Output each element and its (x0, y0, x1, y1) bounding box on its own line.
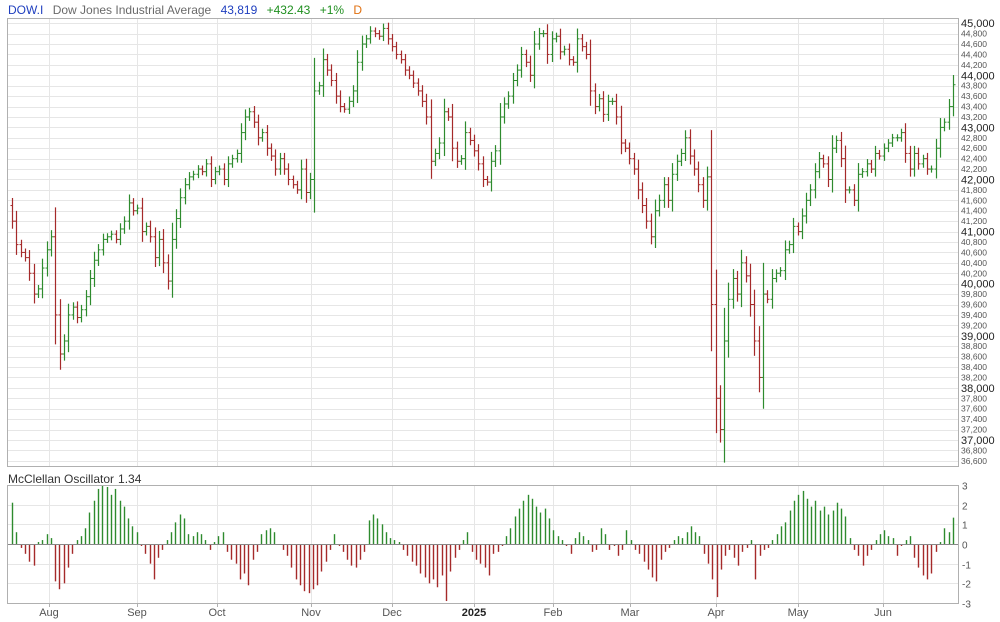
price-tick-label: 43,400 (961, 102, 987, 112)
oscillator-tick-label: -3 (962, 600, 971, 611)
price-tick-label: 38,000 (961, 383, 995, 395)
oscillator-name: McClellan Oscillator (8, 472, 115, 486)
price-tick-label: 40,200 (961, 268, 987, 278)
price-tick-label: 45,000 (961, 18, 995, 30)
price-tick-label: 38,800 (961, 341, 987, 351)
price-tick-label: 42,600 (961, 143, 987, 153)
price-tick-label: 37,400 (961, 414, 987, 424)
price-tick-label: 39,600 (961, 300, 987, 310)
time-tick-label: Oct (208, 607, 225, 619)
price-tick-label: 44,600 (961, 39, 987, 49)
time-tick-label: Nov (301, 607, 321, 619)
price-tick-label: 41,000 (961, 227, 995, 239)
price-tick-label: 44,000 (961, 70, 995, 82)
price-tick-label: 36,800 (961, 445, 987, 455)
price-tick-label: 38,200 (961, 372, 987, 382)
oscillator-tick-label: 2 (962, 502, 968, 513)
time-tick-label: Aug (39, 607, 59, 619)
oscillator-title: McClellan Oscillator 1.34 (8, 472, 145, 486)
price-tick-label: 42,000 (961, 174, 995, 186)
price-tick-label: 41,200 (961, 216, 987, 226)
time-tick-label: Feb (544, 607, 563, 619)
oscillator-tick-label: 0 (962, 541, 968, 552)
price-tick-label: 39,800 (961, 289, 987, 299)
oscillator-tick-label: -2 (962, 580, 971, 591)
price-tick-label: 42,200 (961, 164, 987, 174)
last-price: 43,819 (220, 3, 258, 17)
price-tick-label: 40,000 (961, 279, 995, 291)
time-tick-label: Dec (382, 607, 402, 619)
price-tick-label: 38,400 (961, 362, 987, 372)
symbol-label[interactable]: DOW.I (8, 3, 44, 17)
oscillator-tick-label: -1 (962, 561, 971, 572)
price-tick-label: 37,000 (961, 435, 995, 447)
price-tick-label: 40,400 (961, 258, 987, 268)
price-tick-label: 43,000 (961, 122, 995, 134)
price-tick-label: 40,800 (961, 237, 987, 247)
index-name: Dow Jones Industrial Average (52, 3, 212, 17)
oscillator-tick-label: 1 (962, 521, 968, 532)
price-tick-label: 44,800 (961, 29, 987, 39)
price-tick-label: 44,400 (961, 49, 987, 59)
price-tick-label: 39,000 (961, 331, 995, 343)
price-tick-label: 43,200 (961, 112, 987, 122)
oscillator-value: 1.34 (118, 472, 142, 486)
price-tick-label: 40,600 (961, 247, 987, 257)
time-tick-label: 2025 (462, 607, 486, 619)
price-tick-label: 41,400 (961, 206, 987, 216)
price-tick-label: 41,600 (961, 195, 987, 205)
time-tick-label: Mar (621, 607, 640, 619)
price-tick-label: 42,400 (961, 154, 987, 164)
price-tick-label: 39,400 (961, 310, 987, 320)
price-tick-label: 41,800 (961, 185, 987, 195)
price-tick-label: 37,800 (961, 393, 987, 403)
time-tick-label: Sep (127, 607, 147, 619)
price-tick-label: 43,600 (961, 91, 987, 101)
price-tick-label: 36,600 (961, 456, 987, 466)
price-tick-label: 42,800 (961, 133, 987, 143)
oscillator-tick-label: 3 (962, 482, 968, 493)
price-tick-label: 44,200 (961, 60, 987, 70)
price-tick-label: 37,200 (961, 425, 987, 435)
time-tick-label: Jun (874, 607, 892, 619)
oscillator-panel-border (7, 485, 959, 604)
price-tick-label: 39,200 (961, 320, 987, 330)
price-tick-label: 38,600 (961, 352, 987, 362)
price-tick-label: 37,600 (961, 404, 987, 414)
chart-header: DOW.I Dow Jones Industrial Average 43,81… (8, 3, 368, 17)
time-tick-label: May (788, 607, 809, 619)
price-panel-border (7, 18, 959, 467)
percent-change: +1% (319, 3, 345, 17)
price-change: +432.43 (266, 3, 311, 17)
price-tick-label: 43,800 (961, 81, 987, 91)
time-tick-label: Apr (707, 607, 724, 619)
frequency-toggle[interactable]: D (353, 3, 363, 17)
